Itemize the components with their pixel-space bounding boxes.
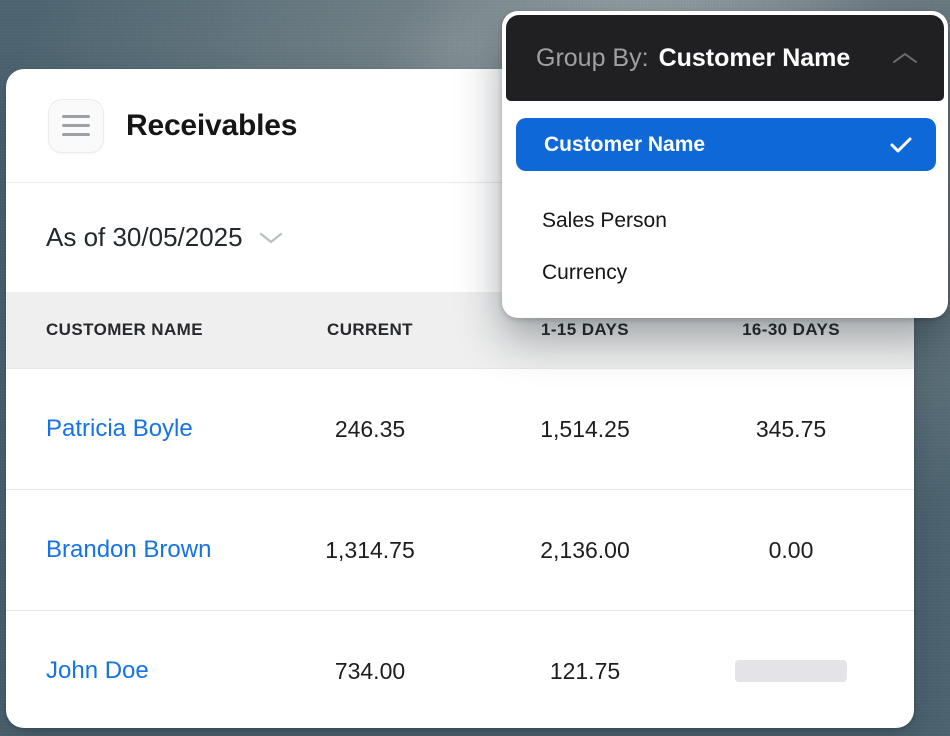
option-sales-person[interactable]: Sales Person	[542, 209, 667, 232]
group-by-dropdown-header[interactable]: Group By: Customer Name	[506, 15, 944, 101]
cell-current: 1,314.75	[325, 536, 415, 563]
table-row: Patricia Boyle 246.35 1,514.25 345.75	[6, 368, 914, 489]
receivables-card: Receivables As of 30/05/2025 CUSTOMER NA…	[6, 69, 914, 728]
asof-date-label: As of 30/05/2025	[46, 222, 243, 252]
option-label: Customer Name	[544, 132, 706, 156]
asof-row: As of 30/05/2025	[6, 183, 914, 292]
group-by-selected-value: Customer Name	[658, 43, 851, 72]
table-row: Brandon Brown 1,314.75 2,136.00 0.00	[6, 489, 914, 610]
cell-current: 246.35	[334, 415, 406, 442]
cell-current: 734.00	[334, 657, 406, 684]
asof-date-selector[interactable]: As of 30/05/2025	[46, 222, 283, 253]
chevron-up-icon	[893, 53, 917, 63]
option-customer-name[interactable]: Customer Name	[516, 118, 936, 171]
hamburger-icon	[62, 115, 90, 118]
card-header: Receivables	[6, 69, 914, 183]
option-currency[interactable]: Currency	[542, 261, 628, 284]
chevron-down-icon	[259, 232, 282, 243]
column-header-16-30-days: 16-30 DAYS	[742, 320, 840, 339]
column-header-current: CURRENT	[327, 320, 413, 339]
cell-1-15-days: 1,514.25	[540, 415, 630, 442]
column-header-customer-name: CUSTOMER NAME	[46, 320, 203, 339]
cell-1-15-days: 121.75	[549, 657, 621, 684]
hamburger-menu-button[interactable]	[48, 98, 104, 153]
group-by-dropdown: Group By: Customer Name Customer Name Sa…	[502, 11, 948, 318]
cell-16-30-days	[688, 660, 894, 682]
loading-placeholder-bar	[735, 660, 847, 682]
cell-16-30-days: 345.75	[755, 415, 827, 442]
column-header-1-15-days: 1-15 DAYS	[540, 320, 630, 339]
customer-link[interactable]: Brandon Brown	[46, 536, 212, 563]
table-row: John Doe 734.00 121.75	[6, 610, 914, 731]
check-icon	[890, 137, 912, 152]
customer-link[interactable]: John Doe	[46, 657, 149, 684]
customer-link[interactable]: Patricia Boyle	[46, 415, 193, 442]
group-by-options-list: Customer Name Sales Person Currency	[506, 118, 944, 299]
cell-1-15-days: 2,136.00	[540, 536, 630, 563]
group-by-label: Group By:	[536, 43, 649, 72]
page-title: Receivables	[126, 108, 298, 142]
cell-16-30-days: 0.00	[768, 536, 814, 563]
